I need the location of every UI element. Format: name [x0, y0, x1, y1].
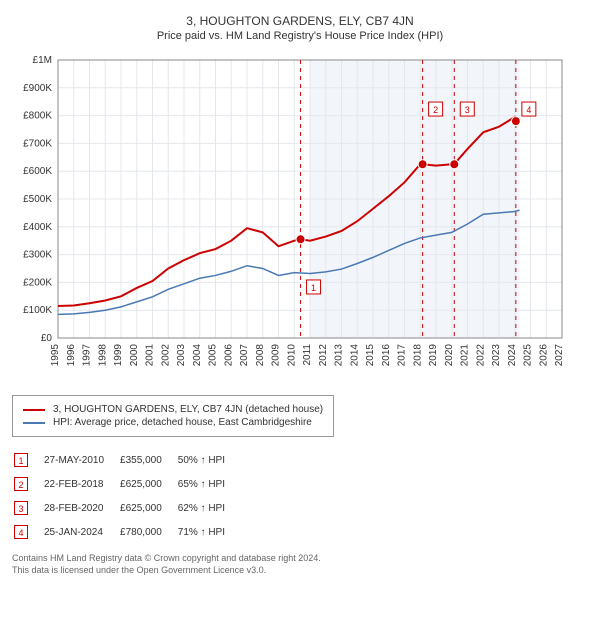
x-tick-label: 2026	[538, 344, 549, 367]
x-tick-label: 2019	[428, 344, 439, 367]
transaction-pct: 50% ↑ HPI	[178, 449, 239, 471]
x-tick-label: 2010	[286, 344, 297, 367]
x-tick-label: 2001	[145, 344, 156, 367]
svg-text:2: 2	[433, 105, 438, 115]
transaction-marker	[418, 160, 427, 169]
legend-swatch	[23, 422, 45, 424]
x-tick-label: 2012	[318, 344, 329, 367]
x-tick-label: 2009	[271, 344, 282, 367]
x-tick-label: 2004	[192, 344, 203, 367]
x-tick-label: 2020	[444, 344, 455, 367]
transaction-price: £355,000	[120, 449, 176, 471]
x-tick-label: 2007	[239, 344, 250, 367]
x-tick-label: 1998	[97, 344, 108, 367]
x-tick-label: 2006	[223, 344, 234, 367]
y-tick-label: £900K	[23, 83, 52, 94]
x-tick-label: 2003	[176, 344, 187, 367]
transaction-price: £780,000	[120, 521, 176, 543]
transaction-marker-badge: 1	[14, 453, 28, 467]
x-tick-label: 2014	[349, 344, 360, 367]
y-tick-label: £700K	[23, 138, 52, 149]
x-tick-label: 2027	[554, 344, 565, 367]
transaction-pct: 71% ↑ HPI	[178, 521, 239, 543]
x-tick-label: 2016	[381, 344, 392, 367]
y-tick-label: £800K	[23, 111, 52, 122]
x-tick-label: 2025	[523, 344, 534, 367]
price-chart: £0 £100K £200K £300K £400K £500K £600K £700K £80…	[12, 52, 588, 385]
y-tick-label: £400K	[23, 222, 52, 233]
x-tick-label: 2021	[460, 344, 471, 367]
x-tick-label: 2018	[412, 344, 423, 367]
x-tick-label: 1996	[66, 344, 77, 367]
x-tick-label: 2011	[302, 344, 313, 366]
legend-row: HPI: Average price, detached house, East…	[23, 417, 323, 428]
x-tick-label: 1995	[50, 344, 61, 367]
x-tick-label: 2017	[397, 344, 408, 367]
transaction-callout: 3	[460, 102, 474, 116]
transaction-date: 22-FEB-2018	[44, 473, 118, 495]
transaction-price: £625,000	[120, 497, 176, 519]
chart-legend: 3, HOUGHTON GARDENS, ELY, CB7 4JN (detac…	[12, 395, 334, 437]
transactions-table: 1 27-MAY-2010£355,00050% ↑ HPI 2 22-FEB-201…	[12, 447, 241, 545]
transaction-pct: 62% ↑ HPI	[178, 497, 239, 519]
page-title-desc: Price paid vs. HM Land Registry's House …	[12, 30, 588, 42]
x-tick-label: 2000	[129, 344, 140, 367]
svg-text:1: 1	[311, 283, 316, 293]
chart-svg: £0 £100K £200K £300K £400K £500K £600K £700K £80…	[12, 52, 572, 382]
x-tick-label: 2022	[475, 344, 486, 367]
transaction-pct: 65% ↑ HPI	[178, 473, 239, 495]
x-tick-label: 2008	[255, 344, 266, 367]
attribution-line2: This data is licensed under the Open Gov…	[12, 565, 588, 577]
y-tick-label: £1M	[33, 55, 52, 66]
x-tick-label: 2023	[491, 344, 502, 367]
table-row: 3 28-FEB-2020£625,00062% ↑ HPI	[14, 497, 239, 519]
transaction-date: 27-MAY-2010	[44, 449, 118, 471]
legend-swatch	[23, 409, 45, 411]
y-tick-label: £200K	[23, 277, 52, 288]
x-tick-label: 2013	[334, 344, 345, 367]
y-tick-label: £100K	[23, 305, 52, 316]
x-tick-label: 2002	[160, 344, 171, 367]
y-tick-label: £500K	[23, 194, 52, 205]
transaction-callout: 4	[522, 102, 536, 116]
legend-label: 3, HOUGHTON GARDENS, ELY, CB7 4JN (detac…	[53, 404, 323, 415]
svg-text:4: 4	[526, 105, 531, 115]
transaction-marker-badge: 2	[14, 477, 28, 491]
y-tick-label: £300K	[23, 250, 52, 261]
attribution-line1: Contains HM Land Registry data © Crown c…	[12, 553, 588, 565]
transaction-marker-badge: 3	[14, 501, 28, 515]
legend-label: HPI: Average price, detached house, East…	[53, 417, 312, 428]
transaction-price: £625,000	[120, 473, 176, 495]
page-title-address: 3, HOUGHTON GARDENS, ELY, CB7 4JN	[12, 14, 588, 28]
x-tick-label: 2015	[365, 344, 376, 367]
x-tick-label: 1999	[113, 344, 124, 367]
x-tick-label: 2024	[507, 344, 518, 367]
x-tick-label: 1997	[82, 344, 93, 367]
x-tick-label: 2005	[208, 344, 219, 367]
table-row: 1 27-MAY-2010£355,00050% ↑ HPI	[14, 449, 239, 471]
attribution-text: Contains HM Land Registry data © Crown c…	[12, 553, 588, 576]
transaction-marker	[511, 117, 520, 126]
table-row: 4 25-JAN-2024£780,00071% ↑ HPI	[14, 521, 239, 543]
svg-text:3: 3	[465, 105, 470, 115]
transaction-marker-badge: 4	[14, 525, 28, 539]
transaction-callout: 2	[429, 102, 443, 116]
transaction-marker	[296, 235, 305, 244]
table-row: 2 22-FEB-2018£625,00065% ↑ HPI	[14, 473, 239, 495]
y-tick-label: £600K	[23, 166, 52, 177]
transaction-callout: 1	[307, 280, 321, 294]
y-tick-label: £0	[41, 333, 53, 344]
legend-row: 3, HOUGHTON GARDENS, ELY, CB7 4JN (detac…	[23, 404, 323, 415]
transaction-marker	[450, 160, 459, 169]
transaction-date: 28-FEB-2020	[44, 497, 118, 519]
transaction-date: 25-JAN-2024	[44, 521, 118, 543]
